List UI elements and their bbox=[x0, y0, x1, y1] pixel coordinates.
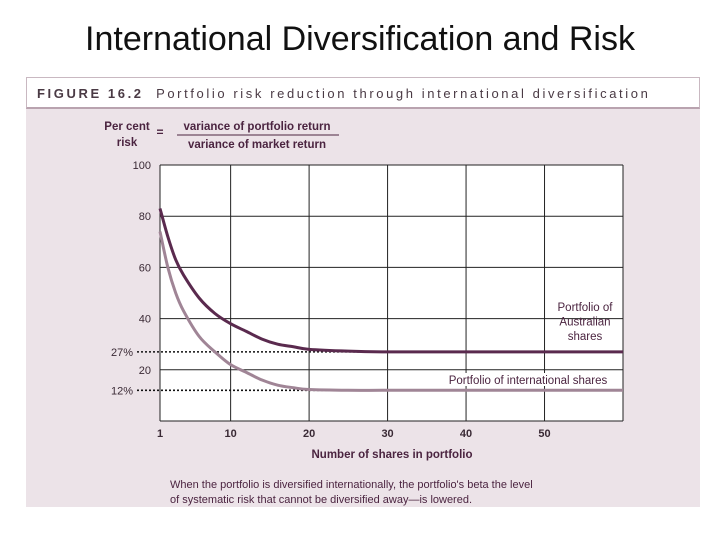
series-layer bbox=[158, 208, 623, 392]
figure-caption-text: Portfolio risk reduction through interna… bbox=[156, 86, 651, 101]
x-tick-label: 20 bbox=[303, 428, 315, 440]
y-tick-label: 100 bbox=[133, 160, 151, 172]
series-label-bg bbox=[440, 373, 616, 386]
x-tick-label: 40 bbox=[460, 428, 472, 440]
y-tick-label: 12% bbox=[111, 385, 133, 397]
figure-header: FIGURE 16.2 Portfolio risk reduction thr… bbox=[26, 77, 700, 109]
series-labels: Portfolio of Australian shares Portfolio of… bbox=[440, 302, 616, 387]
y-tick-label: 27% bbox=[111, 347, 133, 359]
y-tick-label: 80 bbox=[139, 211, 151, 223]
x-tick-label: 10 bbox=[225, 428, 237, 440]
series-label-australian: Australian bbox=[559, 317, 610, 329]
figure-number: FIGURE 16.2 bbox=[37, 86, 144, 101]
yaxis-denominator: variance of market return bbox=[188, 139, 326, 151]
x-tick-label: 50 bbox=[538, 428, 550, 440]
series-label-international: Portfolio of international shares bbox=[449, 375, 608, 387]
footnote-line1: When the portfolio is diversified intern… bbox=[170, 479, 533, 491]
series-label-australian: Portfolio of bbox=[558, 302, 614, 314]
series-line-australian bbox=[158, 208, 623, 354]
yaxis-label-line2: risk bbox=[117, 137, 138, 149]
series-label-australian: shares bbox=[568, 331, 603, 343]
x-tick-labels: 1 10 20 30 40 50 bbox=[157, 428, 551, 440]
y-tick-label: 60 bbox=[139, 262, 151, 274]
footnote-line2: of systematic risk that cannot be divers… bbox=[170, 494, 472, 506]
y-tick-label: 20 bbox=[139, 365, 151, 377]
yaxis-label-line1: Per cent bbox=[104, 121, 150, 133]
yaxis-equals: = bbox=[156, 125, 163, 139]
x-tick-label: 1 bbox=[157, 428, 163, 440]
series-line-international bbox=[158, 231, 623, 392]
slide-title: International Diversification and Risk bbox=[85, 20, 635, 58]
yaxis-numerator: variance of portfolio return bbox=[184, 121, 331, 133]
x-axis-title: Number of shares in portfolio bbox=[311, 449, 472, 461]
figure-caption: FIGURE 16.2 Portfolio risk reduction thr… bbox=[37, 86, 650, 101]
y-tick-label: 40 bbox=[139, 314, 151, 326]
y-tick-labels: 100 80 60 40 27% 20 12% bbox=[111, 160, 151, 397]
x-tick-label: 30 bbox=[381, 428, 393, 440]
